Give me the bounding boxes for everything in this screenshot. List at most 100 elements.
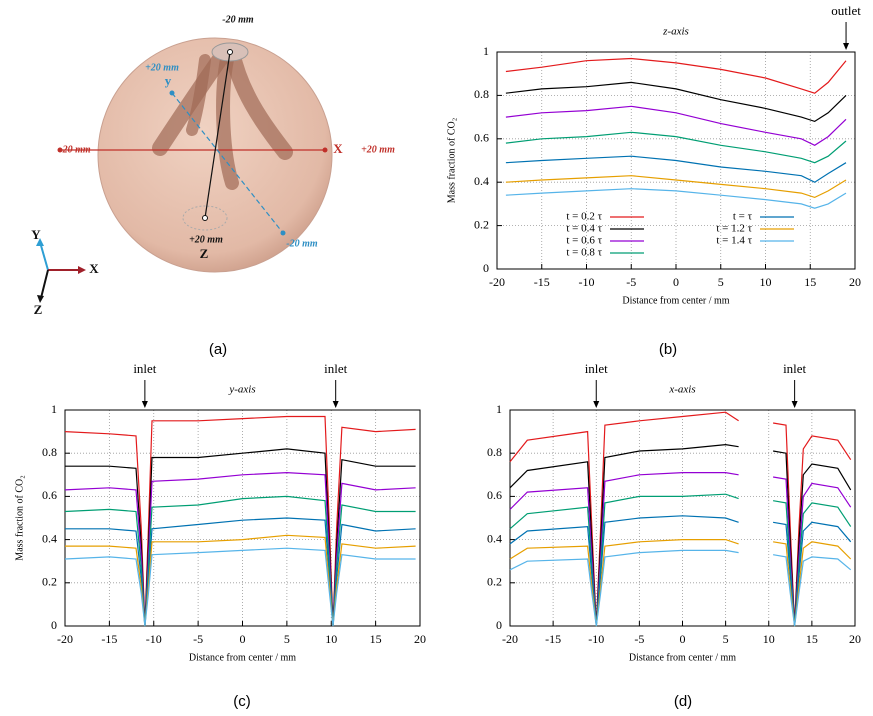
x-tick-label: -5 [626, 275, 636, 289]
y-tick-label: 0.8 [487, 445, 502, 459]
series-line [505, 105, 847, 146]
series-line [509, 549, 852, 627]
caption: (a) [209, 341, 227, 358]
series-line [509, 472, 852, 627]
series-line [505, 131, 847, 164]
x-tick-label: 0 [673, 275, 679, 289]
legend-label: t = 0.6 τ [566, 235, 602, 247]
x-tick-label: 15 [370, 632, 382, 646]
caption: (d) [674, 693, 692, 710]
panel-a-label: +20 mm [189, 234, 223, 245]
x-axis-label: Distance from center / mm [189, 652, 296, 663]
dot [227, 49, 233, 55]
y-tick-label: 0.8 [42, 445, 57, 459]
panel-a-label: -20 mm [222, 14, 254, 25]
x-tick-label: 20 [849, 275, 861, 289]
y-tick-label: 0 [496, 618, 502, 632]
plot-frame [64, 409, 421, 627]
dot [202, 215, 208, 221]
y-tick-label: 0.6 [487, 488, 502, 502]
dot [57, 147, 63, 153]
disk [182, 205, 228, 231]
series-line [509, 515, 852, 627]
panel-a-label: Y [31, 227, 41, 242]
x-tick-label: -10 [588, 632, 604, 646]
y-tick-label: 1 [51, 402, 57, 416]
x-tick-label: 10 [325, 632, 337, 646]
x-tick-label: -20 [502, 632, 518, 646]
series-line [64, 415, 416, 627]
caption: (b) [659, 341, 677, 358]
x-tick-label: -15 [534, 275, 550, 289]
series-line [509, 539, 852, 627]
panel-a-label: -20 mm [59, 144, 91, 155]
legend-label: t = 0.2 τ [566, 211, 602, 223]
series-line [505, 57, 847, 94]
legend-label: t = 0.8 τ [566, 247, 602, 259]
y-tick-label: 1 [483, 44, 489, 58]
x-tick-label: 5 [723, 632, 729, 646]
x-tick-label: 0 [240, 632, 246, 646]
x-tick-label: -5 [193, 632, 203, 646]
annotation: inlet [783, 361, 806, 376]
x-axis-label: Distance from center / mm [622, 295, 729, 306]
arrow-head [332, 401, 339, 408]
y-axis-label: Mass fraction of CO₂ [14, 475, 25, 560]
series-line [65, 534, 416, 627]
y-tick-label: 0.8 [474, 87, 489, 101]
annotation: inlet [324, 361, 347, 376]
series-line [509, 411, 852, 627]
series-line [505, 188, 847, 209]
tubes [152, 44, 293, 190]
y-tick-label: 0 [483, 261, 489, 275]
x-tick-label: -10 [146, 632, 162, 646]
series-line [509, 493, 852, 627]
x-tick-label: -15 [101, 632, 117, 646]
plot-frame [509, 409, 856, 627]
y-line [171, 92, 284, 234]
series-line [65, 517, 416, 627]
series-line [64, 471, 416, 627]
panel-a-label: X [89, 261, 99, 276]
y-tick-label: 0 [51, 618, 57, 632]
legend-label: t = τ [733, 211, 753, 223]
x-axis-label: Distance from center / mm [629, 652, 736, 663]
series-line [509, 443, 852, 627]
x-tick-label: 20 [849, 632, 861, 646]
x-tick-label: 20 [414, 632, 426, 646]
annotation: outlet [831, 3, 861, 18]
chart-title: y-axis [228, 384, 255, 396]
y-tick-label: 0.2 [42, 575, 57, 589]
x-tick-label: 15 [806, 632, 818, 646]
y-tick-label: 0.6 [474, 131, 489, 145]
dot [280, 230, 286, 236]
panel-a-label: y [165, 73, 172, 88]
chart-title: z-axis [662, 26, 689, 38]
x-tick-label: 0 [680, 632, 686, 646]
series-line [64, 547, 416, 627]
y-tick-label: 0.2 [474, 217, 489, 231]
panel-a-label: Z [34, 302, 43, 317]
x-tick-label: 10 [760, 275, 772, 289]
dot [169, 90, 175, 96]
arrow-head [791, 401, 798, 408]
panel-a-label: X [333, 141, 343, 156]
panel-a-label: +20 mm [361, 144, 395, 155]
legend-label: t = 1.2 τ [716, 223, 752, 235]
series-line [505, 155, 847, 183]
x-tick-label: 5 [284, 632, 290, 646]
arrow-head [593, 401, 600, 408]
x-tick-label: -20 [57, 632, 73, 646]
panel-a-label: Z [200, 246, 209, 261]
x-tick-label: 10 [763, 632, 775, 646]
x-tick-label: -10 [579, 275, 595, 289]
arrow-head [141, 401, 148, 408]
annotation: inlet [585, 361, 608, 376]
legend-label: t = 0.4 τ [566, 223, 602, 235]
arrow-head [843, 43, 850, 50]
series-line [64, 495, 416, 627]
panel-a-render [36, 37, 333, 303]
panel-a-label: -20 mm [286, 238, 318, 249]
series-line [65, 448, 416, 627]
